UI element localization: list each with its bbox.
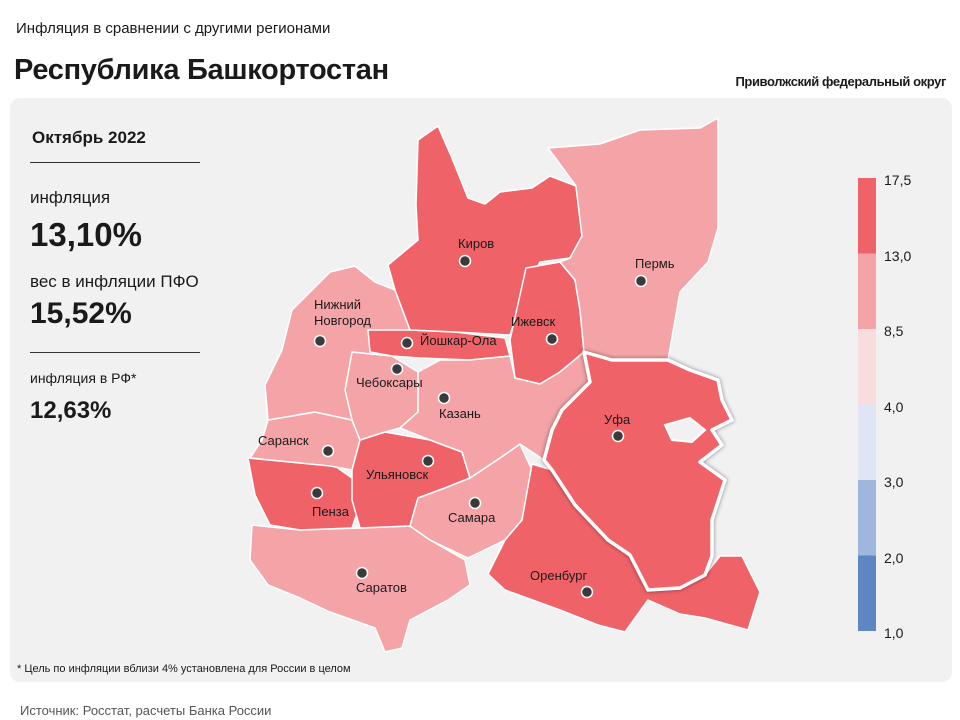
legend-swatch	[858, 480, 876, 556]
legend-tick-label: 17,5	[884, 172, 912, 188]
city-label: Казань	[439, 406, 481, 421]
district-label: Приволжский федеральный округ	[735, 74, 946, 89]
city-marker[interactable]	[310, 486, 324, 500]
region-bashkortostan[interactable]	[542, 350, 734, 592]
city-label: Пенза	[312, 504, 350, 519]
city-label: Саратов	[356, 580, 407, 595]
rf-inflation-label: инфляция в РФ*	[30, 370, 137, 386]
city-marker[interactable]	[313, 334, 327, 348]
city-label: Новгород	[314, 313, 371, 328]
region-nizhny[interactable]	[264, 265, 411, 421]
weight-value: 15,52%	[30, 297, 132, 330]
city-label: Киров	[458, 236, 494, 251]
city-marker[interactable]	[355, 566, 369, 580]
inflation-label: инфляция	[30, 188, 111, 207]
legend-swatch	[858, 404, 876, 480]
inflation-value: 13,10%	[30, 216, 142, 253]
city-label: Чебоксары	[356, 375, 423, 390]
rf-inflation-value: 12,63%	[30, 397, 112, 424]
city-label: Пермь	[635, 256, 675, 271]
city-label: Самара	[448, 510, 496, 525]
weight-label: вес в инфляции ПФО	[30, 272, 199, 291]
period-label: Октябрь 2022	[32, 128, 146, 147]
city-marker[interactable]	[400, 336, 414, 350]
city-marker[interactable]	[421, 454, 435, 468]
legend-swatch	[858, 329, 876, 405]
city-label: Оренбург	[530, 568, 587, 583]
legend-tick-label: 4,0	[884, 398, 904, 415]
page-title: Республика Башкортостан	[14, 54, 389, 86]
footnote: * Цель по инфляции вблизи 4% установлена…	[17, 663, 351, 675]
legend-tick-label: 1,0	[884, 625, 904, 641]
page-subtitle: Инфляция в сравнении с другими регионами	[16, 20, 331, 37]
divider	[30, 162, 200, 163]
region-notch	[663, 416, 707, 444]
city-label: Ижевск	[511, 314, 556, 329]
city-marker[interactable]	[634, 274, 648, 288]
legend-swatch	[858, 253, 876, 329]
city-marker[interactable]	[390, 362, 404, 376]
city-label: Нижний	[314, 297, 361, 312]
city-marker[interactable]	[611, 429, 625, 443]
city-label: Ульяновск	[366, 467, 428, 482]
legend-tick-label: 2,0	[884, 549, 904, 566]
legend-tick-label: 3,0	[884, 474, 904, 490]
city-marker[interactable]	[468, 496, 482, 510]
city-marker[interactable]	[580, 585, 594, 599]
legend-tick-label: 13,0	[884, 247, 912, 264]
divider	[30, 352, 200, 353]
legend-swatch	[858, 178, 876, 254]
legend-swatch	[858, 555, 876, 631]
city-marker[interactable]	[545, 332, 559, 346]
city-marker[interactable]	[458, 254, 472, 268]
city-label: Уфа	[604, 412, 631, 427]
source-note: Источник: Росстат, расчеты Банка России	[20, 703, 272, 718]
city-label: Йошкар-Ола	[420, 333, 497, 348]
city-marker[interactable]	[437, 391, 451, 405]
city-marker[interactable]	[321, 444, 335, 458]
city-label: Саранск	[258, 433, 309, 448]
legend-tick-label: 8,5	[884, 323, 904, 339]
